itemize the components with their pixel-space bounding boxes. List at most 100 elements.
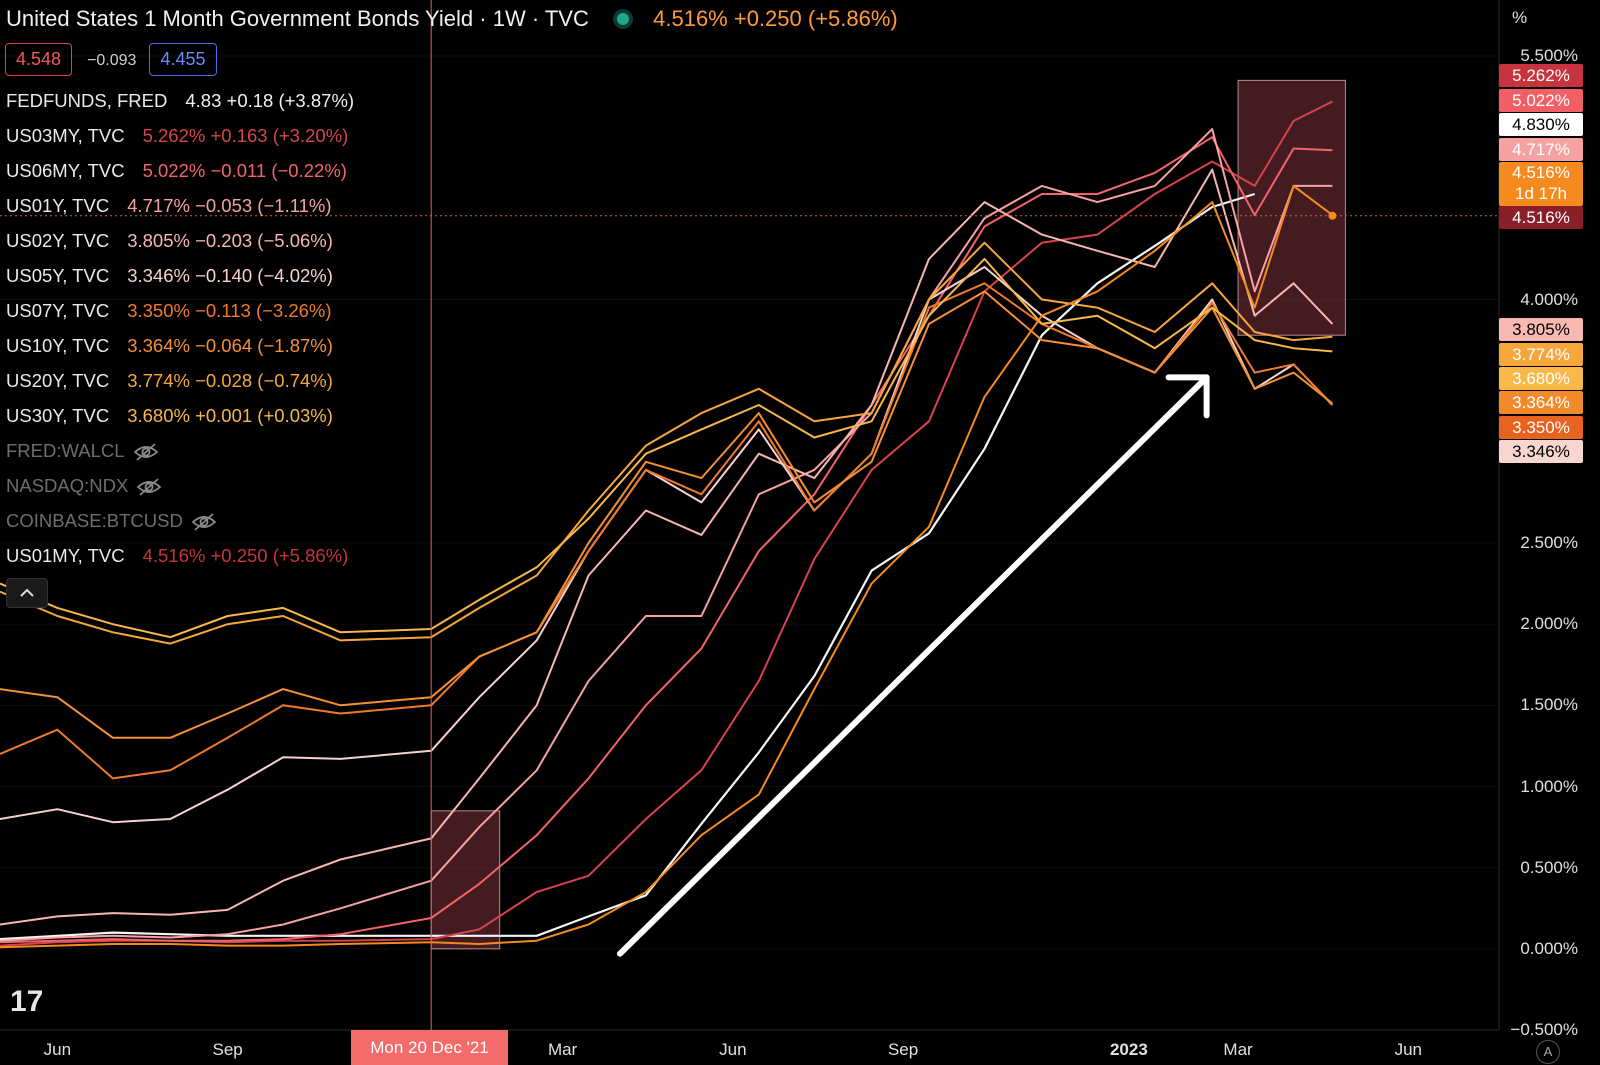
time-tick-label-4: Sep bbox=[887, 1040, 919, 1059]
series-line-7[interactable] bbox=[0, 290, 1334, 739]
auto-scale-button[interactable]: A bbox=[1536, 1040, 1560, 1064]
legend-row-3[interactable]: US01Y, TVC 4.717% −0.053 (−1.11%) bbox=[6, 195, 354, 230]
legend-value: 4.717% −0.053 (−1.11%) bbox=[127, 195, 332, 216]
trend-arrow-head[interactable] bbox=[1165, 374, 1210, 419]
series-line-8[interactable] bbox=[0, 241, 1333, 645]
price-tick-label-3: 2.000% bbox=[1520, 614, 1578, 634]
legend-value: 5.022% −0.011 (−0.22%) bbox=[142, 160, 347, 181]
price-pill-7: 3.774% bbox=[1499, 343, 1583, 366]
series-line-10[interactable] bbox=[0, 184, 1334, 949]
price-pill-0: 5.262% bbox=[1499, 64, 1583, 87]
series-line-1[interactable] bbox=[0, 100, 1333, 947]
highlight-zone-mar-2023[interactable] bbox=[1237, 79, 1346, 336]
series-line-4[interactable] bbox=[0, 168, 1334, 926]
legend-row-5[interactable]: US05Y, TVC 3.346% −0.140 (−4.02%) bbox=[6, 265, 354, 300]
collapse-legend-button[interactable] bbox=[6, 578, 48, 608]
price-pill-3: 4.717% bbox=[1499, 138, 1583, 161]
price-tick-label-8: −0.500% bbox=[1510, 1020, 1578, 1039]
legend-symbol: FEDFUNDS, FRED bbox=[6, 90, 168, 111]
legend-symbol: US10Y, TVC bbox=[6, 335, 110, 356]
series-line-2[interactable] bbox=[0, 136, 1333, 944]
time-tick-label-3: Jun bbox=[719, 1040, 747, 1059]
time-tick-label-0: Jun bbox=[43, 1040, 72, 1059]
price-tick-label-5: 1.000% bbox=[1520, 776, 1578, 796]
buy-button[interactable]: 4.455 bbox=[149, 43, 217, 76]
price-tick-label-4: 1.500% bbox=[1520, 695, 1578, 715]
legend-symbol: NASDAQ:NDX bbox=[6, 475, 129, 496]
hidden-eye-icon[interactable] bbox=[133, 442, 159, 462]
market-status-dot bbox=[617, 13, 629, 26]
legend-row-7[interactable]: US10Y, TVC 3.364% −0.064 (−1.87%) bbox=[6, 335, 354, 370]
legend-value: 4.83 +0.18 (+3.87%) bbox=[185, 90, 355, 111]
price-pill-4: 4.516% 1d 17h bbox=[1499, 162, 1583, 206]
legend-symbol: COINBASE:BTCUSD bbox=[6, 510, 183, 531]
hidden-eye-icon[interactable] bbox=[136, 477, 162, 497]
legend-value: 4.516% +0.250 (+5.86%) bbox=[142, 545, 349, 566]
chevron-up-icon bbox=[20, 588, 34, 597]
legend-symbol: FRED:WALCL bbox=[6, 440, 125, 461]
bar-countdown: 1d 17h bbox=[1515, 184, 1567, 203]
crosshair-date-label: Mon 20 Dec '21 bbox=[351, 1030, 508, 1065]
legend-row-10[interactable]: FRED:WALCL bbox=[6, 440, 354, 475]
legend-row-2[interactable]: US06MY, TVC 5.022% −0.011 (−0.22%) bbox=[6, 160, 354, 195]
chart-header: United States 1 Month Government Bonds Y… bbox=[6, 6, 898, 32]
tradingview-logo-icon[interactable]: 17 bbox=[10, 985, 44, 1018]
overlays bbox=[0, 0, 1499, 1030]
price-pill-10: 3.350% bbox=[1499, 416, 1583, 439]
series-line-3[interactable] bbox=[0, 128, 1333, 942]
last-price-dot bbox=[1328, 211, 1337, 220]
time-tick-label-7: Jun bbox=[1394, 1040, 1423, 1059]
series-line-9[interactable] bbox=[0, 257, 1333, 639]
legend-value: 3.364% −0.064 (−1.87%) bbox=[127, 335, 333, 356]
spread-value: −0.093 bbox=[87, 52, 137, 69]
price-pill-11: 3.346% bbox=[1499, 440, 1583, 463]
legend-symbol: US05Y, TVC bbox=[6, 265, 110, 286]
highlight-zone-dec-2021[interactable] bbox=[430, 810, 501, 950]
legend-row-4[interactable]: US02Y, TVC 3.805% −0.203 (−5.06%) bbox=[6, 230, 354, 265]
time-tick-label-6: Mar bbox=[1223, 1040, 1253, 1059]
price-tick-label-7: 0.000% bbox=[1520, 938, 1578, 958]
price-pill-value: 4.516% bbox=[1512, 163, 1570, 182]
trend-arrow-shaft[interactable] bbox=[616, 374, 1210, 957]
legend: FEDFUNDS, FRED 4.83 +0.18 (+3.87%) US03MY,… bbox=[6, 90, 354, 580]
price-pill-6: 3.805% bbox=[1499, 318, 1583, 341]
time-tick-label-1: Sep bbox=[212, 1040, 243, 1059]
trade-buttons: 4.548 −0.093 4.455 bbox=[5, 43, 217, 76]
legend-row-8[interactable]: US20Y, TVC 3.774% −0.028 (−0.74%) bbox=[6, 370, 354, 405]
price-pill-8: 3.680% bbox=[1499, 367, 1583, 390]
legend-value: 5.262% +0.163 (+3.20%) bbox=[142, 125, 349, 146]
legend-symbol: US06MY, TVC bbox=[6, 160, 125, 181]
legend-row-1[interactable]: US03MY, TVC 5.262% +0.163 (+3.20%) bbox=[6, 125, 354, 160]
legend-value: 3.680% +0.001 (+0.03%) bbox=[127, 405, 333, 426]
price-pill-1: 5.022% bbox=[1499, 89, 1583, 112]
legend-symbol: US03MY, TVC bbox=[6, 125, 125, 146]
legend-row-9[interactable]: US30Y, TVC 3.680% +0.001 (+0.03%) bbox=[6, 405, 354, 440]
axis-unit: % bbox=[1512, 8, 1528, 27]
price-pill-2: 4.830% bbox=[1499, 113, 1583, 136]
legend-row-0[interactable]: FEDFUNDS, FRED 4.83 +0.18 (+3.87%) bbox=[6, 90, 354, 125]
price-pill-5: 4.516% bbox=[1499, 206, 1583, 229]
legend-value: 3.350% −0.113 (−3.26%) bbox=[127, 300, 332, 321]
legend-value: 3.346% −0.140 (−4.02%) bbox=[127, 265, 333, 286]
time-tick-label-2: Mar bbox=[547, 1040, 578, 1059]
legend-row-13[interactable]: US01MY, TVC 4.516% +0.250 (+5.86%) bbox=[6, 545, 354, 580]
chart-title: United States 1 Month Government Bonds Y… bbox=[6, 6, 589, 31]
legend-symbol: US30Y, TVC bbox=[6, 405, 110, 426]
price-pill-9: 3.364% bbox=[1499, 391, 1583, 414]
legend-value: 3.805% −0.203 (−5.06%) bbox=[127, 230, 333, 251]
legend-row-12[interactable]: COINBASE:BTCUSD bbox=[6, 510, 354, 545]
price-tick-label-6: 0.500% bbox=[1520, 857, 1578, 877]
hidden-eye-icon[interactable] bbox=[191, 512, 217, 532]
sell-button[interactable]: 4.548 bbox=[5, 43, 73, 76]
time-tick-label-5: 2023 bbox=[1109, 1040, 1148, 1059]
price-tick-label-2: 2.500% bbox=[1520, 533, 1578, 552]
legend-symbol: US20Y, TVC bbox=[6, 370, 110, 391]
series-lines bbox=[0, 100, 1334, 949]
legend-symbol: US01Y, TVC bbox=[6, 195, 110, 216]
legend-row-11[interactable]: NASDAQ:NDX bbox=[6, 475, 354, 510]
price-tick-label-1: 4.000% bbox=[1520, 289, 1578, 309]
legend-row-6[interactable]: US07Y, TVC 3.350% −0.113 (−3.26%) bbox=[6, 300, 354, 335]
price-tick-label-0: 5.500% bbox=[1520, 46, 1578, 65]
legend-value: 3.774% −0.028 (−0.74%) bbox=[127, 370, 333, 391]
